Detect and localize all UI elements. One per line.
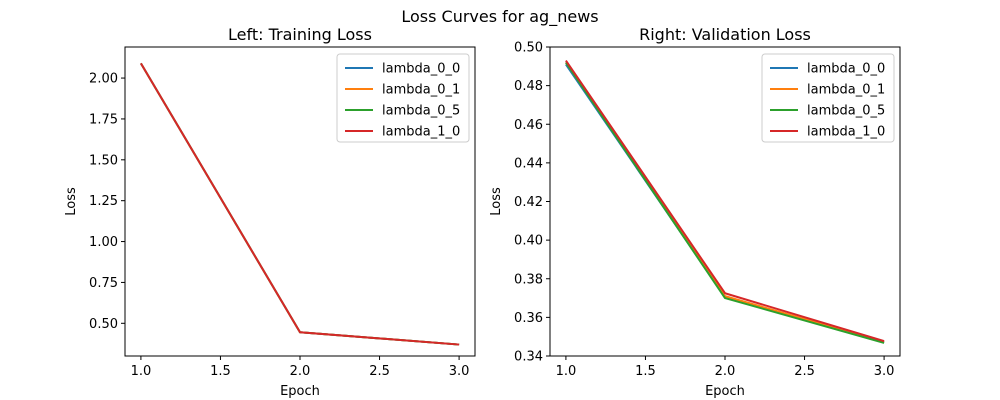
validation-y-tick-label: 0.40	[514, 234, 543, 249]
training-y-tick-label: 2.00	[89, 72, 118, 87]
training-x-tick-label: 2.5	[369, 364, 390, 379]
validation-x-axis: 1.0 1.5 2.0 2.5 3.0	[556, 356, 895, 379]
training-y-tick-label: 1.75	[89, 112, 118, 127]
training-y-tick-label: 0.75	[89, 276, 118, 291]
validation-legend-box	[761, 53, 895, 143]
validation-y-tick-label: 0.42	[514, 195, 543, 210]
validation-x-tick-label: 3.0	[874, 364, 895, 379]
training-x-tick-label: 3.0	[449, 364, 470, 379]
validation-legend-label: lambda_0_1	[807, 83, 885, 98]
training-series-lines	[140, 62, 460, 346]
training-legend-label: lambda_1_0	[382, 125, 460, 140]
training-legend-label: lambda_0_5	[382, 104, 460, 119]
validation-y-tick-label: 0.46	[514, 118, 543, 133]
validation-y-axis-label: Loss	[489, 187, 504, 216]
validation-y-tick-label: 0.34	[514, 350, 543, 365]
validation-legend-label: lambda_0_5	[807, 104, 885, 119]
validation-legend-label: lambda_1_0	[807, 125, 885, 140]
training-legend-label: lambda_0_0	[382, 62, 460, 77]
training-y-axis-label: Loss	[64, 187, 79, 216]
validation-y-tick-label: 0.50	[514, 41, 543, 56]
training-x-axis-label: Epoch	[280, 384, 320, 399]
validation-y-tick-label: 0.36	[514, 311, 543, 326]
validation-y-axis: 0.34 0.36 0.38 0.40 0.42 0.44 0.46 0.48 0.50	[514, 41, 550, 365]
training-y-tick-label: 1.50	[89, 153, 118, 168]
validation-title: Right: Validation Loss	[639, 25, 811, 44]
training-y-axis: 0.50 0.75 1.00 1.25 1.50 1.75 2.00	[89, 72, 125, 332]
training-y-tick-label: 1.00	[89, 235, 118, 250]
training-title: Left: Training Loss	[228, 25, 372, 44]
validation-x-axis-label: Epoch	[705, 384, 745, 399]
validation-loss-panel: Right: Validation Loss 1.0 1.5 2.0 2.5 3.0 0.3…	[489, 25, 901, 399]
training-legend: lambda_0_0 lambda_0_1 lambda_0_5 lambda_1_0	[336, 53, 470, 143]
validation-line-lambda_1_0	[565, 59, 885, 343]
training-y-tick-label: 0.50	[89, 317, 118, 332]
training-x-tick-label: 1.0	[131, 364, 152, 379]
training-legend-box	[336, 53, 470, 143]
validation-y-tick-label: 0.38	[514, 272, 543, 287]
training-x-tick-label: 2.0	[290, 364, 311, 379]
validation-line-lambda_0_5	[565, 61, 885, 344]
figure-suptitle: Loss Curves for ag_news	[401, 7, 598, 27]
validation-y-tick-label: 0.44	[514, 156, 543, 171]
validation-series-lines	[565, 59, 885, 344]
training-legend-label: lambda_0_1	[382, 83, 460, 98]
validation-legend: lambda_0_0 lambda_0_1 lambda_0_5 lambda_1_0	[761, 53, 895, 143]
training-line-lambda_1_0	[140, 62, 460, 346]
validation-x-tick-label: 2.5	[794, 364, 815, 379]
validation-y-tick-label: 0.48	[514, 79, 543, 94]
validation-x-tick-label: 2.0	[715, 364, 736, 379]
validation-x-tick-label: 1.0	[556, 364, 577, 379]
training-y-tick-label: 1.25	[89, 194, 118, 209]
training-x-axis: 1.0 1.5 2.0 2.5 3.0	[131, 356, 470, 379]
validation-x-tick-label: 1.5	[635, 364, 656, 379]
training-x-tick-label: 1.5	[210, 364, 231, 379]
validation-legend-label: lambda_0_0	[807, 62, 885, 77]
